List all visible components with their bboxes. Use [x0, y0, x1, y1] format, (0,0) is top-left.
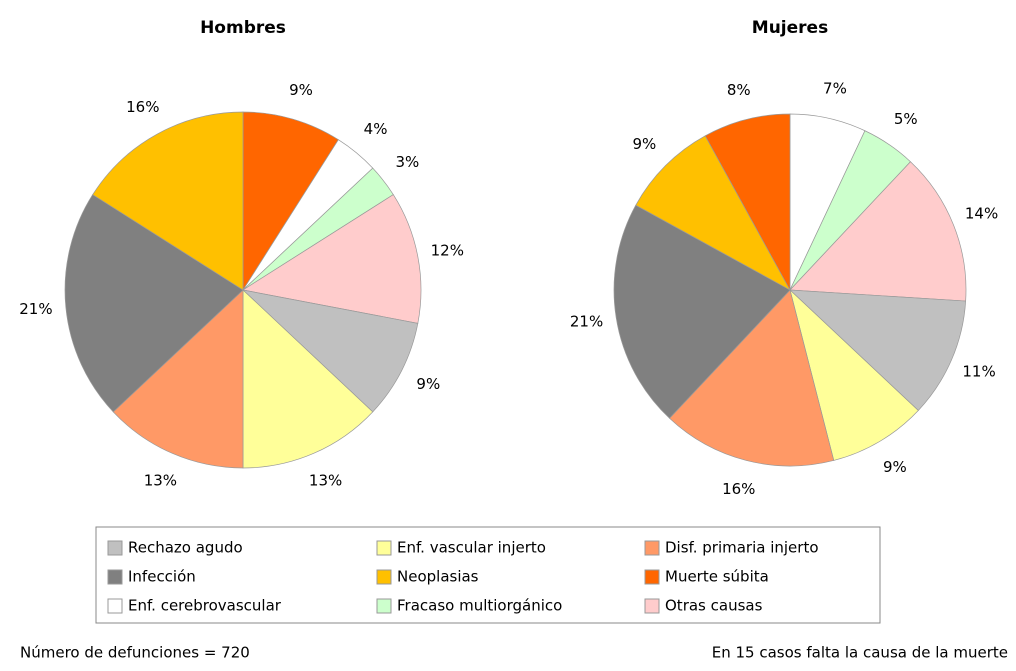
slice-label: 3%	[395, 153, 419, 171]
slice-label: 4%	[364, 120, 388, 138]
legend-box	[95, 526, 881, 624]
footnote: En 15 casos falta la causa de la muerte	[712, 644, 1008, 662]
slice-label: 5%	[894, 110, 918, 128]
pie-slice	[242, 289, 374, 469]
legend-label: Otras causas	[665, 597, 763, 615]
slice-label: 11%	[962, 362, 995, 380]
slice-label: 14%	[965, 205, 998, 223]
legend-swatch	[644, 598, 660, 614]
pie-slice	[242, 111, 339, 292]
legend-swatch	[644, 540, 660, 556]
legend-swatch	[376, 569, 392, 585]
chart-title: Mujeres	[752, 18, 828, 38]
pie-slice	[242, 194, 422, 324]
slice-label: 8%	[727, 81, 751, 99]
slice-label: 9%	[416, 375, 440, 393]
pie-slice	[789, 289, 967, 411]
pie-slice	[241, 289, 419, 413]
legend-label: Neoplasias	[397, 568, 479, 586]
chart-title: Hombres	[200, 18, 286, 38]
legend-label: Enf. cerebrovascular	[128, 597, 282, 615]
slice-label: 12%	[431, 242, 464, 260]
slice-label: 13%	[144, 471, 177, 489]
pie-slice	[613, 204, 791, 419]
legend-swatch	[644, 569, 660, 585]
slice-label: 16%	[126, 98, 159, 116]
legend-swatch	[107, 540, 123, 556]
legend-swatch	[376, 598, 392, 614]
slice-label: 21%	[570, 313, 603, 331]
pie-slice	[92, 111, 244, 291]
pie-slice	[64, 194, 244, 413]
legend-label: Enf. vascular injerto	[397, 539, 546, 557]
legend-label: Fracaso multiorgánico	[397, 597, 562, 615]
legend-swatch	[107, 569, 123, 585]
legend-label: Rechazo agudo	[128, 539, 243, 557]
slice-label: 16%	[722, 480, 755, 498]
legend-label: Infección	[128, 568, 196, 586]
slice-label: 9%	[632, 135, 656, 153]
footnote: Número de defunciones = 720	[20, 644, 250, 662]
pie-slice	[112, 289, 244, 469]
legend-label: Muerte súbita	[665, 568, 769, 586]
pie-slice	[635, 135, 791, 291]
legend-label: Disf. primaria injerto	[665, 539, 819, 557]
slice-label: 9%	[289, 81, 313, 99]
legend-swatch	[107, 598, 123, 614]
pie-slice	[789, 161, 967, 302]
pie-slice	[669, 289, 835, 467]
slice-label: 21%	[19, 300, 52, 318]
slice-label: 13%	[309, 471, 342, 489]
pie-slice	[789, 288, 919, 461]
legend-swatch	[376, 540, 392, 556]
slice-label: 9%	[883, 458, 907, 476]
slice-label: 7%	[823, 79, 847, 97]
pie-slice	[704, 113, 791, 291]
